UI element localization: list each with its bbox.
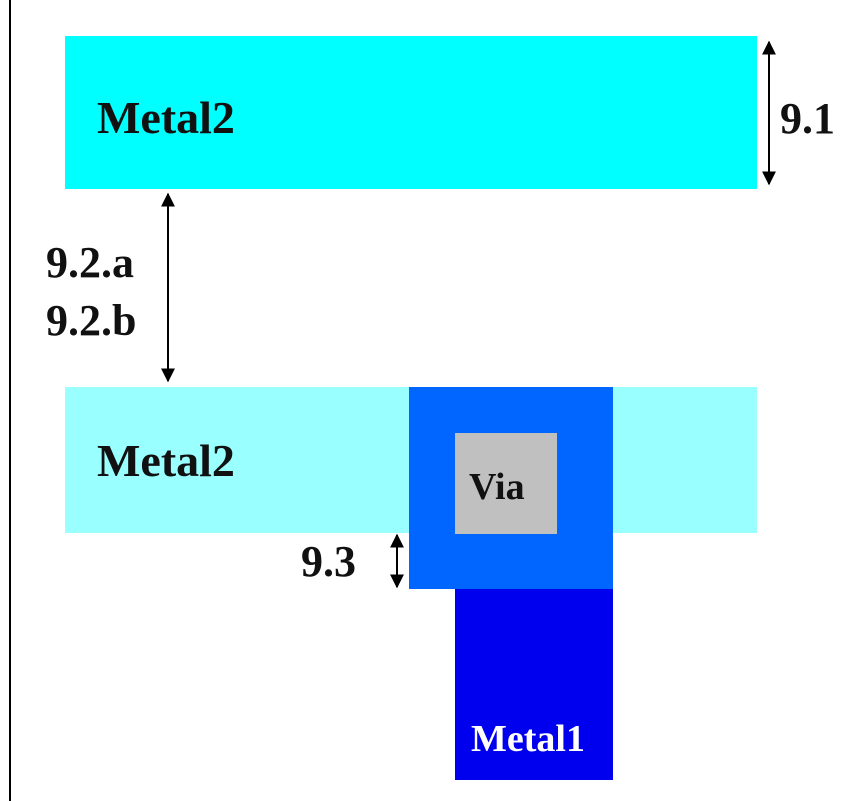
via-rect [455,433,557,534]
metal2-bottom-label: Metal2 [97,435,235,486]
via-label: Via [469,466,525,508]
metal2-top-rect [65,36,757,189]
rule-9-2-b-label: 9.2.b [46,296,136,345]
metal2-top-label: Metal2 [97,92,235,143]
rule-9-2-a-label: 9.2.a [46,238,134,287]
rule-9-3-label: 9.3 [301,537,356,586]
rule-9-1-label: 9.1 [780,94,835,143]
metal1-rect [455,588,613,780]
metal1-label: Metal1 [471,718,585,760]
